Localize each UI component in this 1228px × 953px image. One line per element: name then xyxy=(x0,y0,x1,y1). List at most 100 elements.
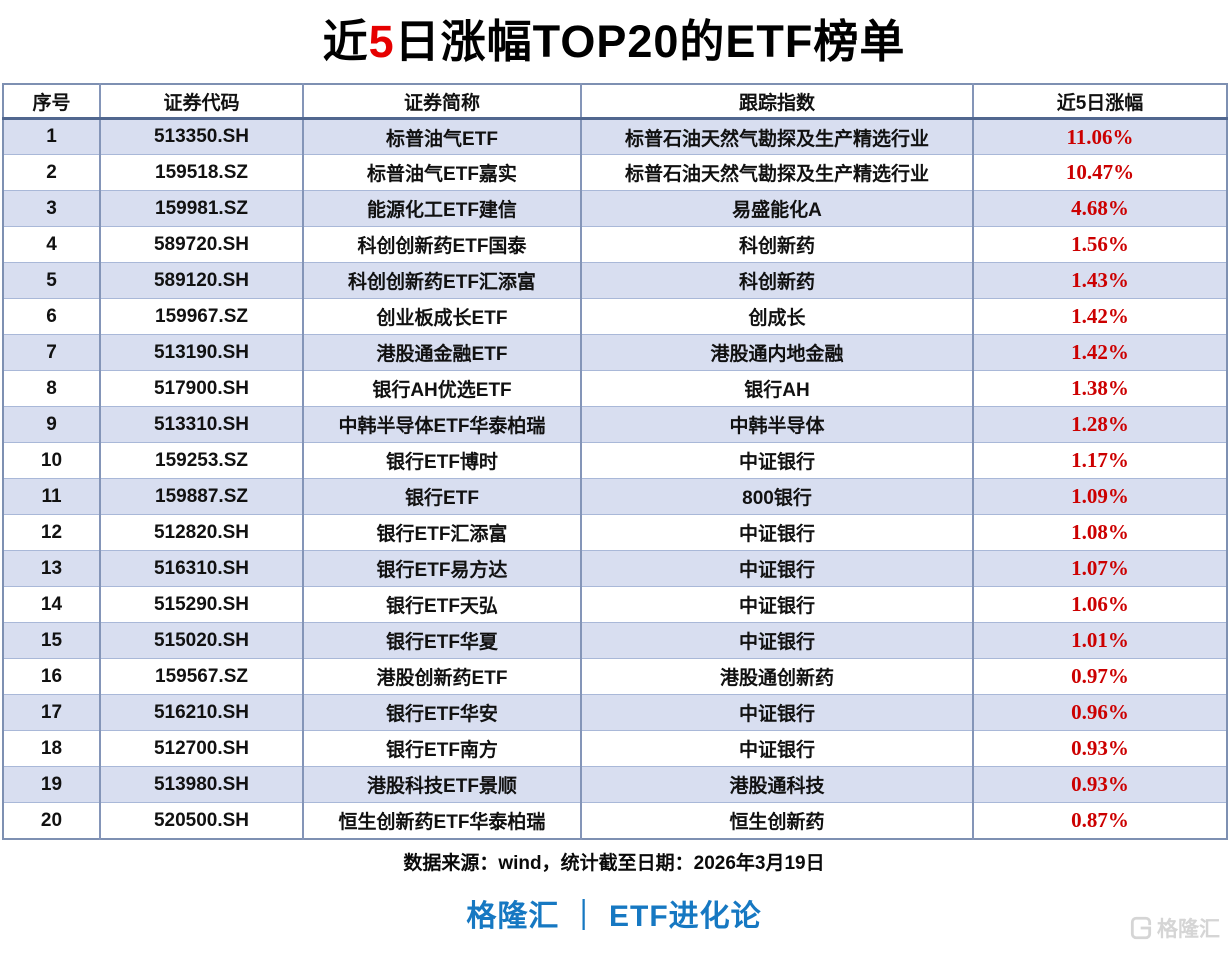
cell-name: 港股创新药ETF xyxy=(302,658,581,695)
cell-code: 159981.SZ xyxy=(99,190,303,227)
cell-code: 513310.SH xyxy=(99,406,303,443)
cell-index: 中证银行 xyxy=(580,586,973,623)
cell-code: 515290.SH xyxy=(99,586,303,623)
cell-change: 0.97% xyxy=(972,658,1227,695)
brand-footer: 格隆汇 ｜ ETF进化论 xyxy=(466,899,762,933)
cell-no: 4 xyxy=(3,226,100,263)
cell-no: 3 xyxy=(3,190,100,227)
cell-no: 11 xyxy=(3,478,100,515)
cell-name: 能源化工ETF建信 xyxy=(302,190,581,227)
cell-code: 516210.SH xyxy=(99,694,303,731)
cell-no: 1 xyxy=(46,126,57,148)
cell-code: 520500.SH xyxy=(99,802,303,839)
cell-no: 18 xyxy=(3,730,100,767)
cell-code: 159567.SZ xyxy=(99,658,303,695)
cell-change: 0.93% xyxy=(972,766,1227,803)
table-row: 2 159518.SZ 标普油气ETF嘉实 标普石油天然气勘探及生产精选行业 10.47… xyxy=(3,154,1227,191)
cell-no: 19 xyxy=(3,766,100,803)
cell-no: 17 xyxy=(3,694,100,731)
cell-name: 港股科技ETF景顺 xyxy=(302,766,581,803)
cell-change: 1.17% xyxy=(972,442,1227,479)
cell-index: 创成长 xyxy=(580,298,973,335)
cell-name: 科创创新药ETF国泰 xyxy=(302,226,581,263)
cell-index: 中证银行 xyxy=(580,622,973,659)
table-row: 17 516210.SH 银行ETF华安 中证银行 0.96% xyxy=(3,694,1227,731)
cell-code: 513980.SH xyxy=(99,766,303,803)
cell-change: 1.01% xyxy=(972,622,1227,659)
header-cell-no: 序号 xyxy=(3,83,100,121)
cell-no: 15 xyxy=(3,622,100,659)
table-row: 16 159567.SZ 港股创新药ETF 港股通创新药 0.97% xyxy=(3,658,1227,695)
cell-index: 港股通内地金融 xyxy=(580,334,973,371)
cell-name: 标普油气ETF xyxy=(302,118,581,155)
cell-name: 中韩半导体ETF华泰柏瑞 xyxy=(302,406,581,443)
cell-no: 5 xyxy=(3,262,100,299)
cell-no: 7 xyxy=(3,334,100,371)
header-cell-code: 证券代码 xyxy=(99,83,303,121)
cell-no: 20 xyxy=(3,802,100,839)
header-cell-change: 近5日涨幅 xyxy=(972,83,1227,121)
cell-code: 516310.SH xyxy=(99,550,303,587)
cell-code: 159253.SZ xyxy=(99,442,303,479)
cell-name: 银行ETF博时 xyxy=(302,442,581,479)
cell-code: 589720.SH xyxy=(99,226,303,263)
cell-index: 易盛能化A xyxy=(580,190,973,227)
cell-name: 银行ETF南方 xyxy=(302,730,581,767)
cell-name: 恒生创新药ETF华泰柏瑞 xyxy=(302,802,581,839)
header-cell-index: 跟踪指数 xyxy=(580,83,973,121)
cell-index: 港股通科技 xyxy=(580,766,973,803)
table-row: 12 512820.SH 银行ETF汇添富 中证银行 1.08% xyxy=(3,514,1227,551)
title-highlight-number: 5 xyxy=(368,16,395,67)
header-cell-name: 证券简称 xyxy=(302,83,581,121)
cell-change: 4.68% xyxy=(972,190,1227,227)
cell-no: 10 xyxy=(3,442,100,479)
cell-change: 1.08% xyxy=(972,514,1227,551)
cell-code: 159518.SZ xyxy=(99,154,303,191)
cell-name: 银行ETF天弘 xyxy=(302,586,581,623)
cell-code: 159887.SZ xyxy=(99,478,303,515)
table-row: 13 516310.SH 银行ETF易方达 中证银行 1.07% xyxy=(3,550,1227,587)
cell-no: 2 xyxy=(3,154,100,191)
table-row: 20 520500.SH 恒生创新药ETF华泰柏瑞 恒生创新药 0.87% xyxy=(3,802,1227,839)
table-row: 5 589120.SH 科创创新药ETF汇添富 科创新药 1.43% xyxy=(3,262,1227,299)
cell-no: 12 xyxy=(3,514,100,551)
cell-change: 1.06% xyxy=(972,586,1227,623)
cell-change: 0.93% xyxy=(972,730,1227,767)
table-row: 11 159887.SZ 银行ETF 800银行 1.09% xyxy=(3,478,1227,515)
cell-name: 银行ETF xyxy=(302,478,581,515)
watermark: 格隆汇 xyxy=(1128,913,1220,943)
table-header: 序号 证券代码 证券简称 跟踪指数 近5日涨幅 xyxy=(3,83,1227,121)
cell-code: 159967.SZ xyxy=(99,298,303,335)
table-row: 6 159967.SZ 创业板成长ETF 创成长 1.42% xyxy=(3,298,1227,335)
cell-code: 589120.SH xyxy=(99,262,303,299)
cell-change: 1.09% xyxy=(972,478,1227,515)
cell-change: 1.38% xyxy=(972,370,1227,407)
cell-index: 中证银行 xyxy=(580,694,973,731)
table-row: 9 513310.SH 中韩半导体ETF华泰柏瑞 中韩半导体 1.28% xyxy=(3,406,1227,443)
cell-change: 0.87% xyxy=(972,802,1227,839)
cell-change: 1.28% xyxy=(972,406,1227,443)
cell-name: 港股通金融ETF xyxy=(302,334,581,371)
data-source-note: 数据来源：wind，统计截至日期：2026年3月19日 xyxy=(403,852,825,874)
cell-no: 8 xyxy=(3,370,100,407)
cell-code: 517900.SH xyxy=(99,370,303,407)
table-row: 4 589720.SH 科创创新药ETF国泰 科创新药 1.56% xyxy=(3,226,1227,263)
table-row: 7 513190.SH 港股通金融ETF 港股通内地金融 1.42% xyxy=(3,334,1227,371)
cell-change: 0.96% xyxy=(972,694,1227,731)
cell-index: 恒生创新药 xyxy=(580,802,973,839)
cell-change: 11.06% xyxy=(972,118,1227,155)
cell-name: 银行ETF易方达 xyxy=(302,550,581,587)
table-row: 1 513350.SH 标普油气ETF 标普石油天然气勘探及生产精选行业 11.06% xyxy=(3,118,1227,155)
cell-index: 科创新药 xyxy=(580,262,973,299)
cell-code: 512820.SH xyxy=(99,514,303,551)
cell-name: 创业板成长ETF xyxy=(302,298,581,335)
table-body: 1 513350.SH 标普油气ETF 标普石油天然气勘探及生产精选行业 11.06% 2… xyxy=(3,118,1227,839)
table-row: 14 515290.SH 银行ETF天弘 中证银行 1.06% xyxy=(3,586,1227,623)
cell-index: 中证银行 xyxy=(580,730,973,767)
cell-index: 银行AH xyxy=(580,370,973,407)
cell-no: 9 xyxy=(3,406,100,443)
cell-index: 标普石油天然气勘探及生产精选行业 xyxy=(580,154,973,191)
cell-no: 14 xyxy=(3,586,100,623)
table-row: 18 512700.SH 银行ETF南方 中证银行 0.93% xyxy=(3,730,1227,767)
cell-change: 1.56% xyxy=(972,226,1227,263)
